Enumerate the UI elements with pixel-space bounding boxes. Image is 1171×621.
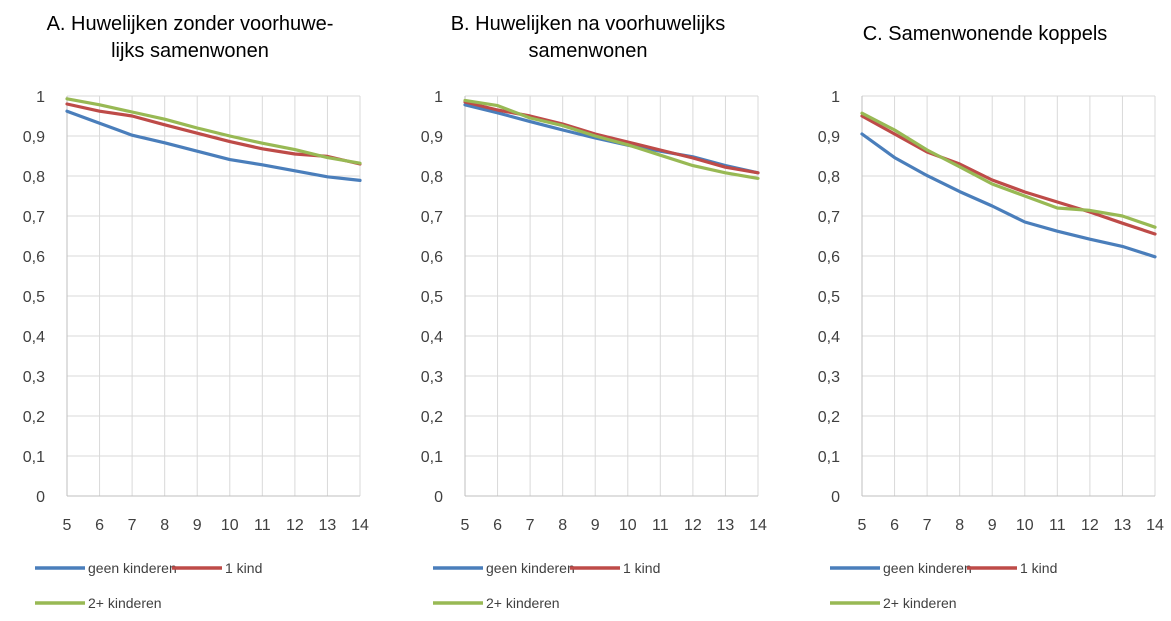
y-tick-label: 1	[831, 89, 840, 106]
y-tick-label: 0	[36, 489, 45, 506]
y-tick-label: 0,3	[818, 369, 840, 386]
legend-item: geen kinderen	[35, 560, 177, 576]
legend-label: 2+ kinderen	[486, 595, 560, 611]
legend-label: 1 kind	[623, 560, 660, 576]
y-tick-label: 0,9	[421, 129, 443, 146]
x-tick-label: 7	[526, 517, 535, 534]
x-tick-label: 7	[923, 517, 932, 534]
x-tick-label: 9	[193, 517, 202, 534]
x-tick-label: 5	[461, 517, 470, 534]
legend-item: 2+ kinderen	[433, 595, 560, 611]
x-tick-label: 5	[858, 517, 867, 534]
x-tick-label: 6	[493, 517, 502, 534]
chart-title-line: samenwonen	[529, 40, 648, 62]
chart-title-line: B. Huwelijken na voorhuwelijks	[451, 13, 726, 35]
x-tick-label: 12	[684, 517, 702, 534]
y-tick-label: 0,6	[421, 249, 443, 266]
x-tick-label: 12	[286, 517, 304, 534]
legend-label: 1 kind	[1020, 560, 1057, 576]
y-tick-label: 0,1	[818, 449, 840, 466]
x-tick-label: 8	[160, 517, 169, 534]
legend-item: 1 kind	[172, 560, 262, 576]
legend-label: 1 kind	[225, 560, 262, 576]
x-tick-label: 13	[717, 517, 735, 534]
y-tick-label: 0,5	[818, 289, 840, 306]
legend-label: geen kinderen	[486, 560, 575, 576]
y-tick-label: 0,8	[818, 169, 840, 186]
y-tick-label: 0,4	[421, 329, 443, 346]
y-tick-label: 0,2	[818, 409, 840, 426]
x-tick-label: 14	[1146, 517, 1164, 534]
legend-item: 2+ kinderen	[35, 595, 162, 611]
y-tick-label: 0	[434, 489, 443, 506]
x-tick-label: 10	[221, 517, 239, 534]
legend-item: 1 kind	[570, 560, 660, 576]
x-tick-label: 8	[558, 517, 567, 534]
x-tick-label: 9	[591, 517, 600, 534]
y-tick-label: 0,3	[23, 369, 45, 386]
x-tick-label: 11	[1049, 517, 1066, 534]
x-tick-label: 10	[619, 517, 637, 534]
y-tick-label: 0,6	[23, 249, 45, 266]
legend-label: geen kinderen	[88, 560, 177, 576]
chart-panel-2: B. Huwelijken na voorhuwelijks samenwonen…	[421, 13, 767, 611]
x-tick-label: 14	[749, 517, 767, 534]
x-tick-label: 13	[319, 517, 337, 534]
y-tick-label: 0,9	[818, 129, 840, 146]
y-tick-label: 0,5	[23, 289, 45, 306]
y-tick-label: 0,2	[23, 409, 45, 426]
legend-item: 2+ kinderen	[830, 595, 957, 611]
y-tick-label: 0,8	[421, 169, 443, 186]
x-tick-label: 13	[1114, 517, 1132, 534]
y-tick-label: 0,8	[23, 169, 45, 186]
y-tick-label: 0,7	[421, 209, 443, 226]
x-tick-label: 12	[1081, 517, 1099, 534]
x-tick-label: 5	[63, 517, 72, 534]
chart-title-line: C. Samenwonende koppels	[863, 23, 1108, 45]
x-tick-label: 10	[1016, 517, 1034, 534]
chart-panel-1: A. Huwelijken zonder voorhuwe-lijks same…	[23, 13, 369, 611]
x-tick-label: 9	[988, 517, 997, 534]
chart-panel-3: C. Samenwonende koppels 0 0,1 0,2 0,3 0,4 0,5 0…	[818, 23, 1164, 611]
y-tick-label: 0,9	[23, 129, 45, 146]
legend-label: geen kinderen	[883, 560, 972, 576]
series-line-geen-kinderen	[860, 132, 1157, 259]
y-tick-label: 1	[36, 89, 45, 106]
y-tick-label: 0,7	[818, 209, 840, 226]
y-tick-label: 1	[434, 89, 443, 106]
series-line-geen-kinderen	[65, 109, 362, 182]
legend-item: 1 kind	[967, 560, 1057, 576]
y-tick-label: 0,6	[818, 249, 840, 266]
x-tick-label: 11	[254, 517, 271, 534]
series-line-2-kinderen	[860, 111, 1157, 229]
x-tick-label: 14	[351, 517, 369, 534]
legend-item: geen kinderen	[433, 560, 575, 576]
y-tick-label: 0,4	[818, 329, 840, 346]
x-tick-label: 8	[955, 517, 964, 534]
y-tick-label: 0,1	[421, 449, 443, 466]
y-tick-label: 0,1	[23, 449, 45, 466]
y-tick-label: 0,2	[421, 409, 443, 426]
x-tick-label: 6	[95, 517, 104, 534]
x-tick-label: 7	[128, 517, 137, 534]
legend-item: geen kinderen	[830, 560, 972, 576]
y-tick-label: 0,7	[23, 209, 45, 226]
y-tick-label: 0,4	[23, 329, 45, 346]
x-tick-label: 6	[890, 517, 899, 534]
chart-title-line: A. Huwelijken zonder voorhuwe-	[47, 13, 334, 35]
series-line-2-kinderen	[65, 97, 362, 165]
x-tick-label: 11	[652, 517, 669, 534]
y-tick-label: 0	[831, 489, 840, 506]
y-tick-label: 0,3	[421, 369, 443, 386]
legend-label: 2+ kinderen	[883, 595, 957, 611]
y-tick-label: 0,5	[421, 289, 443, 306]
legend-label: 2+ kinderen	[88, 595, 162, 611]
series-line-2-kinderen	[463, 98, 760, 180]
chart-title-line: lijks samenwonen	[111, 40, 269, 62]
series-line-1-kind	[860, 114, 1157, 236]
